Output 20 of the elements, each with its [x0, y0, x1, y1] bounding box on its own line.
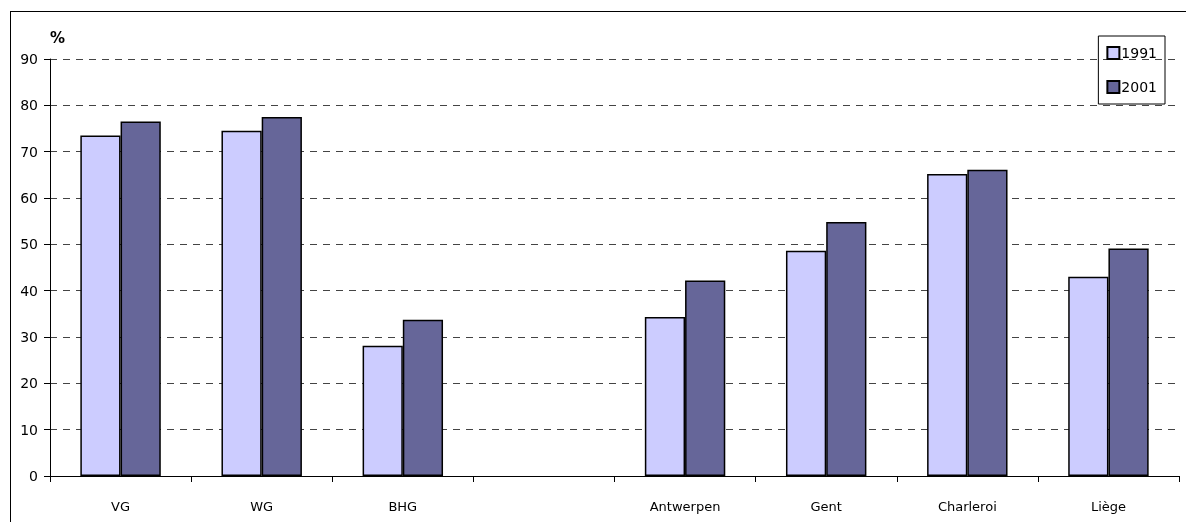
- y-tick-label: 80: [20, 97, 38, 114]
- y-tick-label: 20: [20, 375, 38, 392]
- y-tick-label: 10: [20, 421, 38, 438]
- x-tick-label: Antwerpen: [649, 499, 721, 514]
- x-tick-label: BHG: [388, 499, 418, 514]
- y-tick-label: 70: [20, 143, 38, 160]
- x-tick-label: WG: [250, 499, 274, 514]
- x-tick-label: Liège: [1090, 499, 1126, 514]
- y-tick-label: 40: [20, 282, 38, 299]
- y-axis-title: %: [50, 28, 66, 47]
- x-tick-label: Charleroi: [937, 499, 997, 514]
- x-tick-label: VG: [111, 499, 131, 514]
- y-tick-label: 90: [20, 51, 38, 67]
- y-tick-label: 60: [20, 190, 38, 206]
- y-tick-label: 30: [20, 329, 38, 345]
- legend-label: 1991: [1121, 45, 1158, 61]
- x-tick-label: Gent: [810, 499, 842, 514]
- y-tick-label: 50: [20, 236, 38, 253]
- legend-label: 2001: [1121, 79, 1158, 95]
- y-tick-label: 0: [29, 468, 38, 484]
